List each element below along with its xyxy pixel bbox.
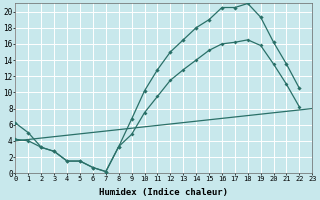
X-axis label: Humidex (Indice chaleur): Humidex (Indice chaleur) [100,188,228,197]
